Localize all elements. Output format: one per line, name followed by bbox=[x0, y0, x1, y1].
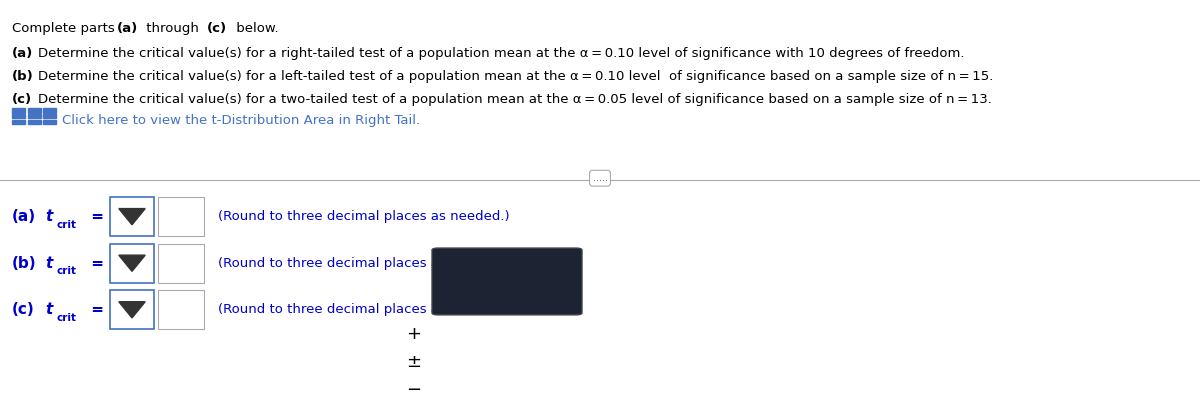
Text: .....: ..... bbox=[593, 173, 607, 183]
Text: Determine the critical value(s) for a right-tailed test of a population mean at : Determine the critical value(s) for a ri… bbox=[38, 47, 965, 60]
FancyBboxPatch shape bbox=[43, 108, 56, 113]
Text: ±: ± bbox=[407, 354, 421, 371]
Text: (c): (c) bbox=[12, 302, 35, 318]
FancyBboxPatch shape bbox=[110, 244, 154, 283]
FancyBboxPatch shape bbox=[432, 248, 582, 315]
Text: crit: crit bbox=[56, 220, 77, 230]
Text: =: = bbox=[86, 209, 104, 224]
FancyBboxPatch shape bbox=[43, 120, 56, 124]
Text: crit: crit bbox=[56, 266, 77, 276]
FancyBboxPatch shape bbox=[12, 108, 25, 113]
FancyBboxPatch shape bbox=[158, 290, 204, 329]
FancyBboxPatch shape bbox=[158, 197, 204, 236]
Polygon shape bbox=[119, 209, 145, 225]
Text: −: − bbox=[407, 381, 421, 399]
FancyBboxPatch shape bbox=[28, 108, 41, 113]
Text: crit: crit bbox=[56, 313, 77, 323]
FancyBboxPatch shape bbox=[110, 197, 154, 236]
Polygon shape bbox=[119, 255, 145, 271]
Text: (a): (a) bbox=[116, 22, 138, 35]
Text: (b): (b) bbox=[12, 256, 37, 271]
Text: Complete parts: Complete parts bbox=[12, 22, 119, 35]
Text: (c): (c) bbox=[12, 93, 32, 106]
FancyBboxPatch shape bbox=[28, 114, 41, 118]
Text: (c): (c) bbox=[206, 22, 227, 35]
Text: (a): (a) bbox=[12, 47, 34, 60]
FancyBboxPatch shape bbox=[158, 244, 204, 283]
Text: (b): (b) bbox=[12, 70, 34, 83]
FancyBboxPatch shape bbox=[12, 120, 25, 124]
Text: Determine the critical value(s) for a two-tailed test of a population mean at th: Determine the critical value(s) for a tw… bbox=[38, 93, 992, 106]
FancyBboxPatch shape bbox=[110, 290, 154, 329]
Text: =: = bbox=[86, 302, 104, 318]
Text: below.: below. bbox=[232, 22, 278, 35]
Text: through: through bbox=[142, 22, 203, 35]
Text: Determine the critical value(s) for a left-tailed test of a population mean at t: Determine the critical value(s) for a le… bbox=[38, 70, 994, 83]
FancyBboxPatch shape bbox=[28, 120, 41, 124]
Polygon shape bbox=[119, 302, 145, 318]
Text: =: = bbox=[86, 256, 104, 271]
Text: (Round to three decimal places as needed.): (Round to three decimal places as needed… bbox=[218, 210, 510, 223]
FancyBboxPatch shape bbox=[43, 114, 56, 118]
Text: t: t bbox=[46, 209, 53, 224]
Text: t: t bbox=[46, 302, 53, 318]
FancyBboxPatch shape bbox=[12, 114, 25, 118]
Text: (Round to three decimal places as needed.): (Round to three decimal places as needed… bbox=[218, 303, 510, 316]
Text: (Round to three decimal places as needed.): (Round to three decimal places as needed… bbox=[218, 257, 510, 270]
Text: t: t bbox=[46, 256, 53, 271]
Text: (a): (a) bbox=[12, 209, 36, 224]
Text: Click here to view the t-Distribution Area in Right Tail.: Click here to view the t-Distribution Ar… bbox=[62, 114, 420, 127]
Text: +: + bbox=[407, 325, 421, 343]
